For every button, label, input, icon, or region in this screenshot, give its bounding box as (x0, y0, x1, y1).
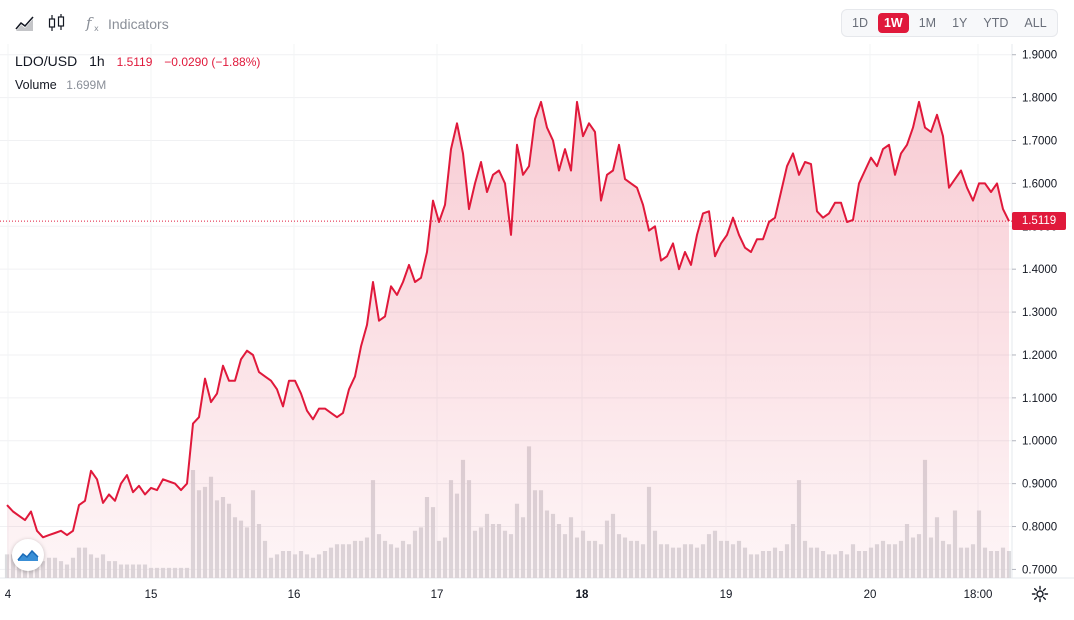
tradingview-logo[interactable] (12, 539, 44, 571)
x-tick-label: 16 (288, 589, 301, 601)
y-tick-label: 1.9000 (1022, 50, 1057, 62)
timeframe-1w[interactable]: 1W (877, 13, 909, 33)
logo-icon (17, 549, 39, 561)
x-tick-label: 15 (145, 589, 158, 601)
symbol-legend: LDO/USD 1h 1.5119 −0.0290 (−1.88%) (15, 53, 260, 69)
gear-icon[interactable] (1031, 585, 1049, 603)
y-tick-label: 1.8000 (1022, 93, 1057, 105)
time-axis: 4 15 16 17 18 19 20 18:00 (5, 589, 993, 601)
y-tick-label: 1.4000 (1022, 264, 1057, 276)
chart-toolbar: f x Indicators 1D 1W 1M 1Y YTD ALL (0, 0, 1074, 44)
x-tick-label: 17 (431, 589, 444, 601)
x-tick-label: 20 (864, 589, 877, 601)
volume-legend: Volume 1.699M (15, 78, 106, 92)
x-tick-label: 18 (576, 589, 589, 601)
timeframe-ytd[interactable]: YTD (983, 16, 1009, 30)
y-tick-label: 1.7000 (1022, 136, 1057, 148)
interval-label: 1h (89, 53, 105, 69)
area-chart-icon[interactable] (14, 12, 36, 34)
timeframe-selector: 1D 1W 1M 1Y YTD ALL (841, 9, 1058, 37)
indicators-button[interactable]: Indicators (108, 16, 169, 32)
timeframe-all[interactable]: ALL (1024, 16, 1047, 30)
x-tick-label: 4 (5, 589, 12, 601)
candlestick-icon[interactable] (46, 12, 68, 34)
y-tick-label: 1.2000 (1022, 350, 1057, 362)
price-area-fill (7, 101, 1009, 579)
price-line (6, 100, 1010, 539)
timeframe-1m[interactable]: 1M (918, 16, 937, 30)
fx-icon[interactable]: f x (84, 12, 106, 34)
volume-value: 1.699M (66, 78, 107, 92)
price-change: −0.0290 (−1.88%) (164, 55, 261, 69)
y-tick-label: 0.8000 (1022, 522, 1057, 534)
last-price-tag: 1.5119 (1012, 212, 1066, 231)
svg-text:x: x (94, 24, 99, 33)
timeframe-1y[interactable]: 1Y (952, 16, 968, 30)
y-tick-label: 1.1000 (1022, 393, 1057, 405)
x-tick-label: 19 (720, 589, 733, 601)
symbol-name[interactable]: LDO/USD (15, 53, 78, 69)
y-tick-label: 1.0000 (1022, 436, 1057, 448)
y-tick-label: 0.9000 (1022, 479, 1057, 491)
y-tick-label: 0.7000 (1022, 564, 1057, 576)
timeframe-1d[interactable]: 1D (852, 16, 868, 30)
price-axis: 1.90001.80001.70001.60001.50001.40001.30… (1012, 50, 1057, 576)
y-tick-label: 1.3000 (1022, 307, 1057, 319)
y-tick-label: 1.6000 (1022, 178, 1057, 190)
last-price: 1.5119 (116, 55, 153, 69)
volume-label: Volume (15, 78, 57, 92)
x-tick-label: 18:00 (964, 589, 993, 601)
svg-text:f: f (85, 14, 94, 32)
